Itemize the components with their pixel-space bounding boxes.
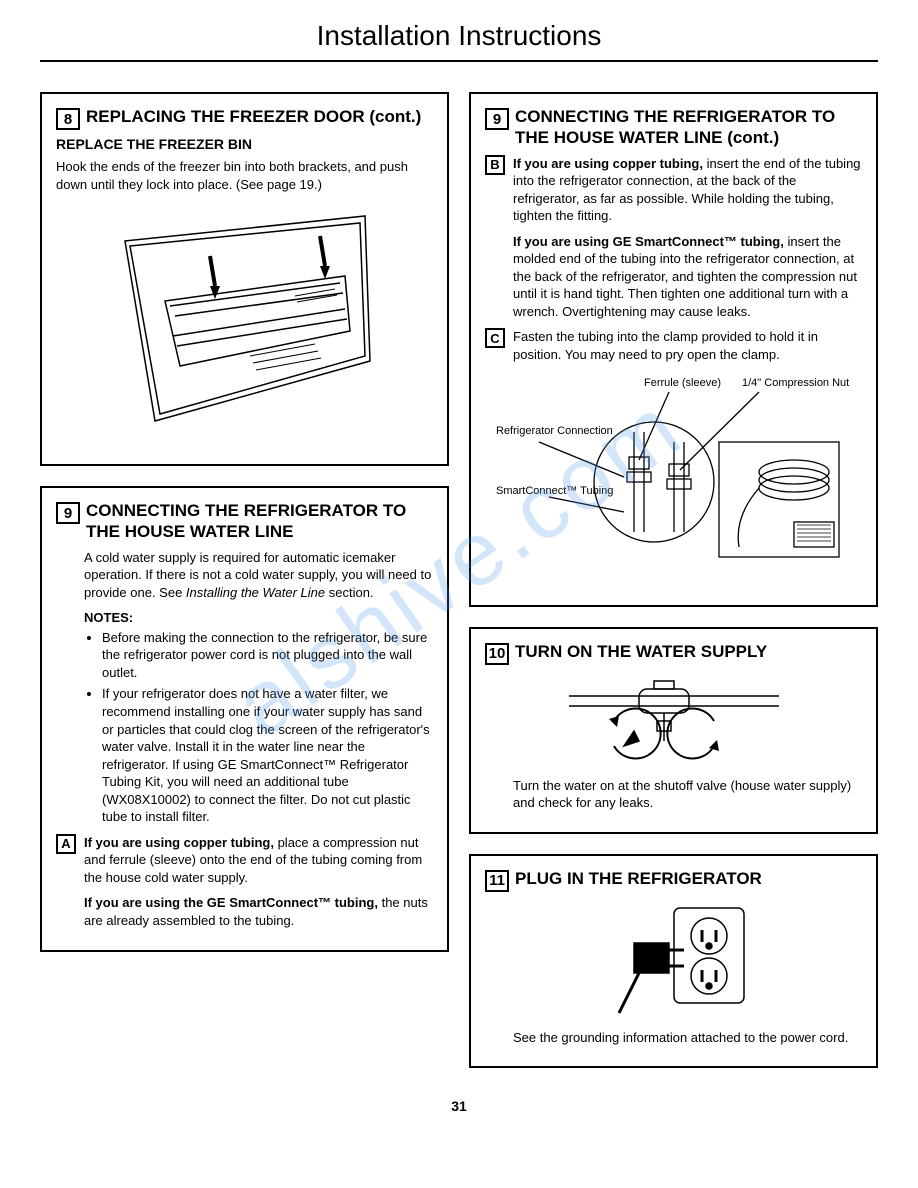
step-title-9a: CONNECTING THE REFRIGERATOR TO THE HOUSE…	[86, 500, 433, 543]
step-title-11: PLUG IN THE REFRIGERATOR	[515, 868, 762, 889]
note-2: If your refrigerator does not have a wat…	[102, 685, 433, 825]
step-body-11: See the grounding information attached t…	[513, 1029, 862, 1047]
step-title-9b: CONNECTING THE REFRIGERATOR TO THE HOUSE…	[515, 106, 862, 149]
plug-diagram	[485, 898, 862, 1023]
substep-B2: If you are using GE SmartConnect™ tubing…	[513, 233, 862, 321]
right-column: 9 CONNECTING THE REFRIGERATOR TO THE HOU…	[469, 92, 878, 1068]
panel-step-10: 10 TURN ON THE WATER SUPPLY	[469, 627, 878, 834]
step-body-10: Turn the water on at the shutoff valve (…	[513, 777, 862, 812]
label-ferrule: Ferrule (sleeve)	[644, 377, 721, 389]
letter-B: B	[485, 155, 505, 175]
step-body-8: Hook the ends of the freezer bin into bo…	[56, 158, 433, 193]
label-nut: 1/4" Compression Nut	[742, 377, 849, 389]
panel-step-9a: 9 CONNECTING THE REFRIGERATOR TO THE HOU…	[40, 486, 449, 951]
step-number-10: 10	[485, 643, 509, 665]
step-intro-9a: A cold water supply is required for auto…	[84, 549, 433, 602]
letter-A: A	[56, 834, 76, 854]
substep-A2: If you are using the GE SmartConnect™ tu…	[84, 894, 433, 929]
substep-A: A If you are using copper tubing, place …	[56, 834, 433, 887]
tubing-diagram: Ferrule (sleeve) 1/4" Compression Nut Re…	[485, 372, 862, 587]
page-number: 31	[40, 1098, 878, 1114]
panel-step-8: 8 REPLACING THE FREEZER DOOR (cont.) REP…	[40, 92, 449, 466]
step-title-8: REPLACING THE FREEZER DOOR (cont.)	[86, 106, 421, 127]
panel-step-11: 11 PLUG IN THE REFRIGERATOR	[469, 854, 878, 1069]
step-number-8: 8	[56, 108, 80, 130]
substep-B: B If you are using copper tubing, insert…	[485, 155, 862, 225]
step-number-11: 11	[485, 870, 509, 892]
step-number-9b: 9	[485, 108, 509, 130]
page-title: Installation Instructions	[40, 20, 878, 62]
note-1: Before making the connection to the refr…	[102, 629, 433, 682]
label-tubing: SmartConnect™ Tubing	[496, 485, 613, 497]
step-number-9a: 9	[56, 502, 80, 524]
notes-label: NOTES:	[84, 609, 433, 627]
notes-list: Before making the connection to the refr…	[84, 629, 433, 826]
label-conn: Refrigerator Connection	[496, 425, 613, 437]
valve-diagram	[485, 671, 862, 771]
content-columns: 8 REPLACING THE FREEZER DOOR (cont.) REP…	[40, 92, 878, 1068]
freezer-bin-diagram	[56, 201, 433, 446]
substep-C: C Fasten the tubing into the clamp provi…	[485, 328, 862, 363]
left-column: 8 REPLACING THE FREEZER DOOR (cont.) REP…	[40, 92, 449, 1068]
panel-step-9b: 9 CONNECTING THE REFRIGERATOR TO THE HOU…	[469, 92, 878, 607]
step-subtitle-8: REPLACE THE FREEZER BIN	[56, 136, 433, 152]
letter-C: C	[485, 328, 505, 348]
step-title-10: TURN ON THE WATER SUPPLY	[515, 641, 767, 662]
